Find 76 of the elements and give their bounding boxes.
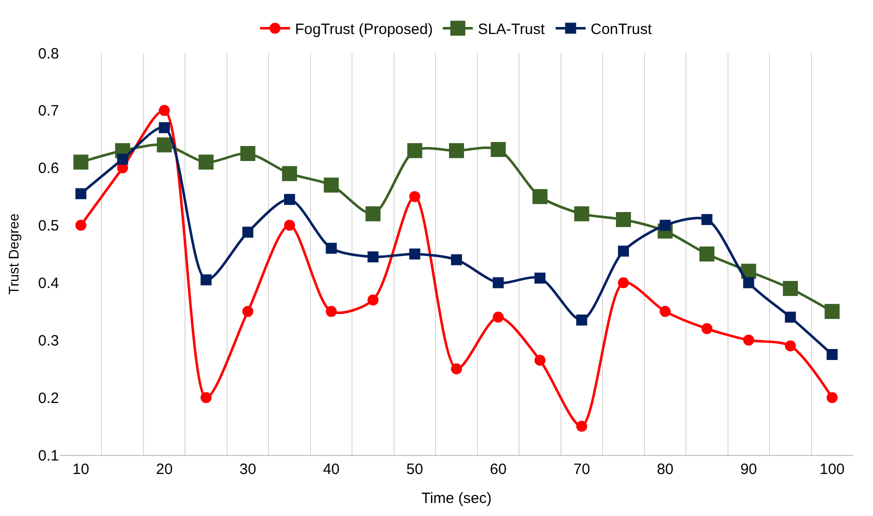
- point: [824, 304, 840, 319]
- legend-label: FogTrust (Proposed): [295, 21, 433, 38]
- x-tick-label: 10: [72, 461, 90, 478]
- point: [701, 323, 712, 334]
- x-tick-label: 100: [820, 461, 845, 478]
- point: [618, 246, 629, 257]
- point: [409, 191, 420, 202]
- point: [409, 248, 420, 260]
- point: [699, 246, 714, 262]
- legend-label: ConTrust: [590, 21, 653, 38]
- point: [492, 312, 504, 323]
- y-tick-label: 0.7: [38, 102, 59, 120]
- point: [326, 242, 337, 254]
- y-tick-label: 0.4: [38, 274, 59, 292]
- point: [784, 340, 796, 352]
- point: [782, 280, 798, 296]
- point: [449, 143, 464, 158]
- point: [366, 206, 381, 222]
- point: [451, 254, 462, 266]
- x-tick-label: 30: [239, 461, 256, 478]
- y-tick-label: 0.6: [38, 160, 59, 178]
- point: [200, 392, 212, 404]
- x-tick-label: 90: [740, 461, 758, 478]
- point: [368, 294, 379, 306]
- y-tick-label: 0.1: [38, 447, 59, 464]
- point: [701, 214, 712, 226]
- point: [660, 220, 671, 231]
- x-tick-label: 20: [156, 461, 173, 478]
- point: [75, 188, 86, 200]
- x-tick-label: 50: [406, 461, 424, 478]
- point: [532, 189, 548, 204]
- point: [198, 154, 214, 170]
- x-tick-label: 40: [322, 461, 340, 478]
- point: [156, 137, 172, 152]
- point: [324, 178, 339, 193]
- point: [158, 104, 170, 116]
- point: [534, 272, 546, 284]
- legend-label: SLA-Trust: [478, 21, 546, 38]
- point: [826, 349, 838, 360]
- x-tick-label: 80: [656, 461, 674, 478]
- point: [200, 274, 212, 286]
- y-axis-title: Trust Degree: [6, 213, 22, 295]
- point: [826, 392, 838, 404]
- point: [158, 122, 170, 134]
- point: [784, 312, 796, 323]
- point: [117, 154, 128, 165]
- point: [282, 166, 298, 182]
- point: [407, 143, 422, 158]
- y-tick-label: 0.3: [38, 332, 59, 350]
- point: [240, 146, 256, 161]
- point: [490, 142, 506, 157]
- point: [743, 334, 754, 346]
- y-tick-label: 0.8: [38, 45, 59, 62]
- point: [284, 194, 296, 205]
- point: [326, 306, 337, 317]
- x-tick-label: 70: [573, 461, 590, 478]
- point: [75, 220, 86, 231]
- point: [451, 363, 462, 374]
- point: [660, 306, 671, 317]
- x-tick-label: 60: [490, 461, 507, 478]
- point: [616, 212, 631, 228]
- point: [284, 220, 296, 231]
- point: [492, 277, 504, 288]
- point: [368, 251, 379, 262]
- point: [242, 306, 254, 317]
- point: [618, 277, 629, 288]
- point: [73, 154, 88, 170]
- point: [534, 354, 546, 366]
- point: [574, 206, 590, 222]
- point: [576, 314, 588, 326]
- y-tick-label: 0.2: [38, 390, 59, 407]
- y-tick-label: 0.5: [38, 218, 59, 235]
- point: [576, 420, 588, 432]
- x-axis-title: Time (sec): [421, 490, 492, 507]
- point: [242, 226, 254, 238]
- point: [743, 277, 754, 288]
